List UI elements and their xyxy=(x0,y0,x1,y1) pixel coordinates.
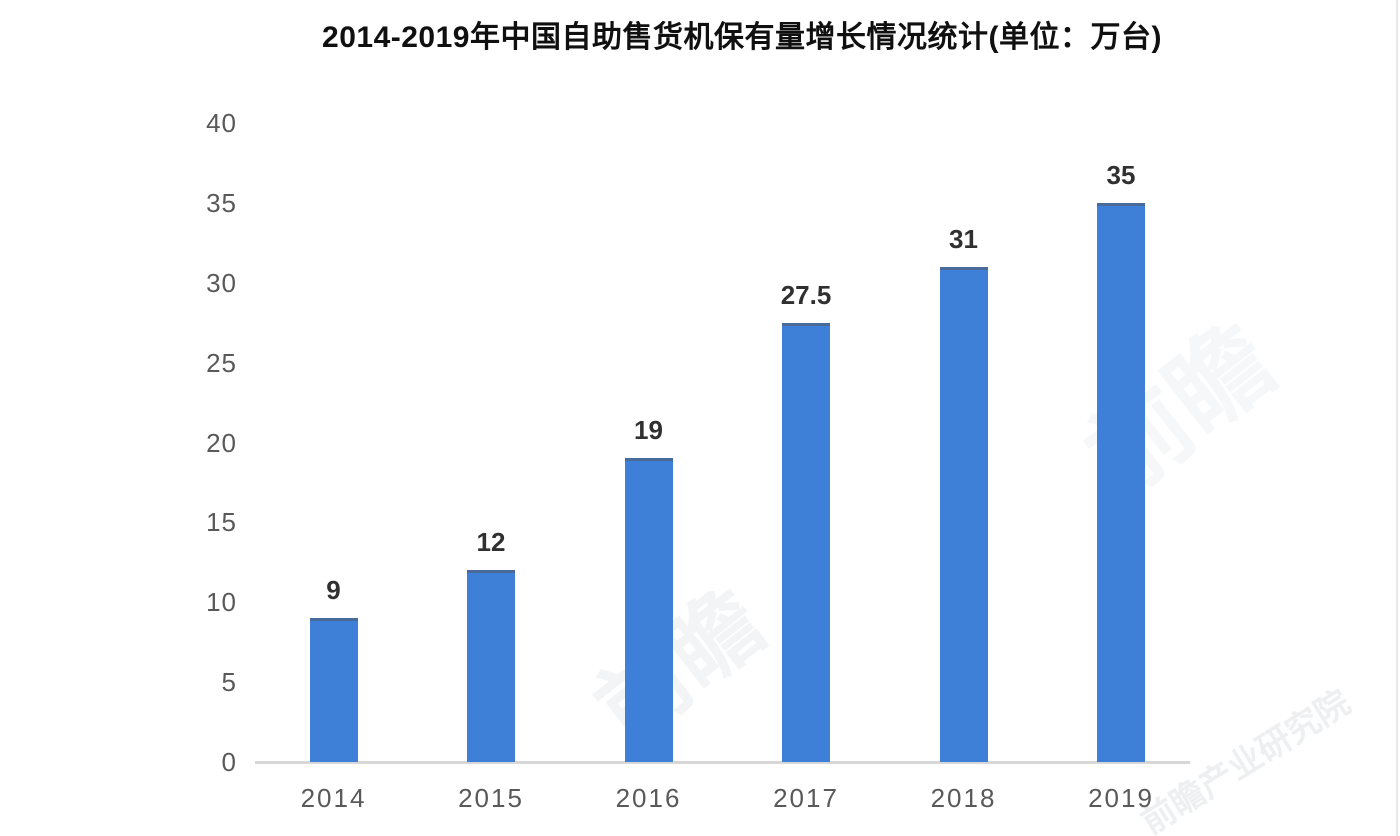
y-axis-tick-label: 15 xyxy=(206,507,237,538)
bar-value-label: 27.5 xyxy=(780,280,832,310)
bar-2017 xyxy=(782,323,830,762)
y-axis-tick-label: 35 xyxy=(206,187,237,218)
bar-2014 xyxy=(309,618,358,762)
bar-value-label: 19 xyxy=(634,415,663,445)
x-axis-tick-label: 2018 xyxy=(930,783,997,813)
watermark-qianzhan-mid: 前瞻 xyxy=(578,572,783,762)
y-axis-tick-label: 30 xyxy=(206,267,237,298)
x-axis-baseline xyxy=(255,761,1190,764)
bar-value-label: 31 xyxy=(949,224,978,254)
x-axis-tick-label: 2015 xyxy=(458,783,524,813)
bar-2018 xyxy=(939,267,988,762)
bar-value-label: 9 xyxy=(326,575,341,605)
y-axis-tick-label: 5 xyxy=(221,667,237,698)
right-edge-line xyxy=(1396,0,1398,836)
bar-value-label: 12 xyxy=(476,527,506,557)
x-axis-tick-label: 2017 xyxy=(773,783,839,813)
bar-2015 xyxy=(467,570,515,762)
bar-value-label: 35 xyxy=(1106,160,1136,190)
bar-2016 xyxy=(624,458,673,762)
x-axis-tick-label: 2016 xyxy=(615,783,682,813)
y-axis-tick-label: 40 xyxy=(206,108,237,138)
chart-title: 2014-2019年中国自助售货机保有量增长情况统计(单位：万台) xyxy=(322,21,1162,54)
watermark-qianzhan-right: 前瞻 xyxy=(1067,304,1295,516)
y-axis-tick-label: 20 xyxy=(206,427,237,458)
y-axis-tick-label: 0 xyxy=(221,747,237,777)
x-axis-tick-label: 2014 xyxy=(300,783,367,813)
y-axis-tick-label: 25 xyxy=(206,347,237,378)
y-axis-tick-label: 10 xyxy=(206,587,237,618)
x-axis-tick-label: 2019 xyxy=(1088,783,1154,813)
bar-2019 xyxy=(1097,203,1145,762)
